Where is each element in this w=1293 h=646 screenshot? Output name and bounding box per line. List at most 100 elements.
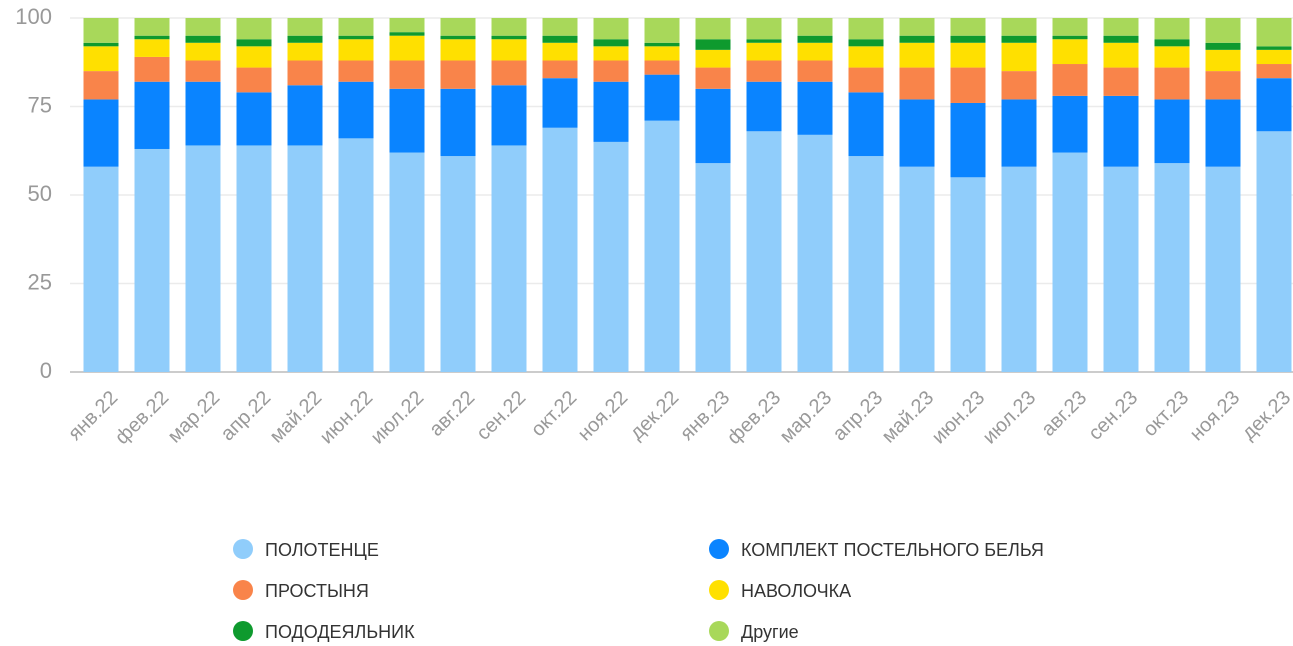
bar-segment (593, 81, 629, 142)
y-tick-label: 25 (28, 269, 52, 294)
bar-segment (1154, 163, 1190, 372)
bar-segment (797, 134, 833, 372)
bar-segment (848, 92, 884, 157)
bar-segment (491, 145, 527, 372)
bar-segment (389, 18, 425, 33)
x-tick-label: май.23 (878, 387, 939, 448)
legend-label: ПОДОДЕЯЛЬНИК (265, 622, 415, 642)
bar-segment (899, 42, 935, 68)
bar-segment (1256, 18, 1292, 47)
bar-segment (440, 35, 476, 40)
bar-segment (338, 39, 374, 61)
x-tick-label: фев.23 (723, 387, 785, 449)
bar-segment (236, 92, 272, 146)
bar-segment (1154, 99, 1190, 164)
x-tick-label: июн.22 (316, 387, 378, 449)
x-tick-label: ноя.22 (574, 387, 633, 446)
bar-segment (542, 60, 578, 79)
bar-segment (287, 18, 323, 36)
bar-segment (287, 35, 323, 43)
x-tick-label: апр.22 (217, 387, 276, 446)
x-tick-label: авг.23 (1037, 387, 1091, 441)
bar-segment (185, 81, 221, 146)
bar-segment (848, 46, 884, 68)
bar-segment (185, 60, 221, 82)
bar-segment (950, 35, 986, 43)
bar-segment (1052, 18, 1088, 36)
bar-segment (542, 35, 578, 43)
bar-segment (185, 18, 221, 36)
bar-segment (797, 18, 833, 36)
bar-segment (644, 74, 680, 121)
bar-segment (287, 42, 323, 61)
bar-segment (338, 60, 374, 82)
bar-segment (593, 46, 629, 61)
legend-marker (233, 539, 253, 559)
legend-label: ПОЛОТЕНЦЕ (265, 540, 379, 560)
bar-segment (83, 18, 119, 43)
bar-segment (1001, 18, 1037, 36)
legend-marker (233, 621, 253, 641)
x-tick-label: май.22 (266, 387, 327, 448)
bar-segment (644, 42, 680, 47)
bar-segment (746, 131, 782, 372)
bar-segment (1205, 166, 1241, 372)
bar-segment (491, 18, 527, 36)
bar-segment (1052, 95, 1088, 153)
bar-segment (389, 35, 425, 61)
bar-segment (440, 18, 476, 36)
bar-segment (899, 67, 935, 100)
x-tick-label: авг.22 (425, 387, 479, 441)
bar-segment (950, 18, 986, 36)
bar-segment (848, 67, 884, 93)
bar-segment (542, 127, 578, 373)
bar-segment (134, 35, 170, 40)
x-tick-label: июл.23 (979, 387, 1041, 449)
x-tick-label: окт.23 (1139, 387, 1193, 441)
x-tick-label: ноя.23 (1186, 387, 1245, 446)
bar-segment (1205, 71, 1241, 100)
bar-segment (1154, 46, 1190, 68)
bar-segment (746, 42, 782, 61)
bar-segment (797, 60, 833, 82)
bar-segment (1205, 99, 1241, 167)
bar-segment (236, 145, 272, 372)
bar-segment (899, 99, 935, 167)
bar-segment (389, 32, 425, 36)
bar-segment (746, 39, 782, 43)
bar-segment (134, 148, 170, 372)
bar-segment (848, 39, 884, 47)
bar-segment (1256, 46, 1292, 50)
bar-segment (236, 18, 272, 40)
bar-segment (440, 156, 476, 372)
bar-segment (695, 163, 731, 372)
x-tick-label: окт.22 (527, 387, 581, 441)
bar-segment (542, 42, 578, 61)
bar-segment (644, 46, 680, 61)
bar-segment (338, 18, 374, 36)
bar-segment (440, 60, 476, 89)
bar-segment (491, 60, 527, 86)
bar-segment (950, 42, 986, 68)
bar-segment (338, 138, 374, 372)
bar-segment (1103, 18, 1139, 36)
legend-marker (709, 621, 729, 641)
bar-segment (1154, 67, 1190, 100)
bar-segment (593, 18, 629, 40)
bar-segment (389, 152, 425, 372)
bar-segment (134, 39, 170, 57)
x-tick-label: сен.23 (1084, 387, 1142, 445)
legend-marker (709, 539, 729, 559)
bar-segment (1103, 166, 1139, 372)
bar-segment (899, 166, 935, 372)
bar-segment (797, 35, 833, 43)
bar-segment (695, 88, 731, 164)
legend-label: КОМПЛЕКТ ПОСТЕЛЬНОГО БЕЛЬЯ (741, 540, 1044, 560)
bar-segment (185, 42, 221, 61)
bar-segment (1001, 166, 1037, 372)
bar-segment (1103, 35, 1139, 43)
bar-segment (389, 60, 425, 89)
bar-segment (83, 71, 119, 100)
bar-segment (542, 78, 578, 128)
